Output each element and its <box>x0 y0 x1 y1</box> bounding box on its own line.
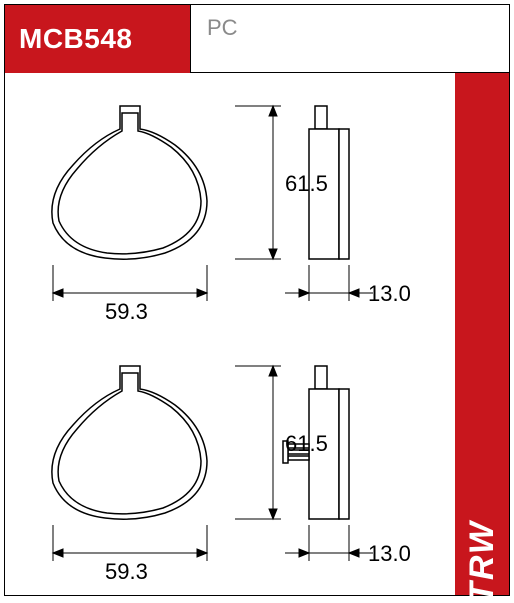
pad-a-front <box>52 106 207 259</box>
header: MCB548 PC <box>5 5 509 73</box>
dim-pad-a-height <box>235 106 281 259</box>
brand-logo: TRW <box>463 520 502 603</box>
dim-label-a-thickness: 13.0 <box>368 281 411 307</box>
header-brand-box: MCB548 <box>5 5 190 73</box>
dim-pad-a-width <box>53 265 207 301</box>
dim-pad-a-thickness <box>285 265 373 301</box>
dim-label-b-height: 61.5 <box>285 431 328 457</box>
outer-frame: MCB548 PC TRW <box>4 4 510 596</box>
dim-label-b-width: 59.3 <box>105 559 148 585</box>
dim-pad-b-thickness <box>285 525 373 561</box>
diagram-svg <box>5 73 457 599</box>
technical-diagram: 61.5 59.3 13.0 61.5 59.3 13.0 <box>5 73 455 595</box>
product-code: MCB548 <box>19 23 132 55</box>
dim-label-b-thickness: 13.0 <box>368 541 411 567</box>
pad-b-front <box>52 366 207 519</box>
dim-label-a-height: 61.5 <box>285 171 328 197</box>
dim-label-a-width: 59.3 <box>105 299 148 325</box>
header-category-box: PC <box>190 5 509 73</box>
dim-pad-b-height <box>235 366 281 519</box>
dim-pad-b-width <box>53 525 207 561</box>
category-code: PC <box>207 15 238 41</box>
logo-strip: TRW <box>455 73 509 595</box>
